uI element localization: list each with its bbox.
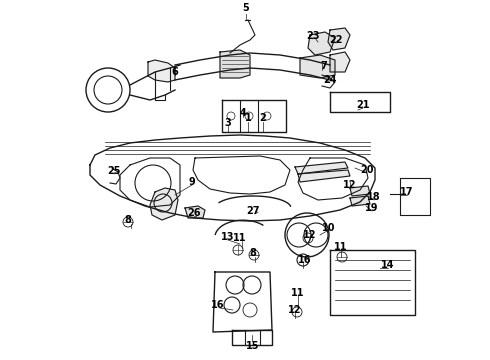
Polygon shape [298,170,350,182]
Text: 22: 22 [329,35,343,45]
Polygon shape [148,60,175,82]
Text: 15: 15 [246,341,260,351]
Text: 21: 21 [356,100,370,110]
Text: 8: 8 [124,215,131,225]
Text: 26: 26 [187,208,201,218]
Text: 13: 13 [221,232,235,242]
Text: 25: 25 [107,166,121,176]
Text: 12: 12 [303,230,317,240]
Text: 20: 20 [360,165,374,175]
Text: 11: 11 [291,288,305,298]
Text: 14: 14 [381,260,395,270]
Text: 16: 16 [298,255,312,265]
Text: 8: 8 [249,248,256,258]
Text: 3: 3 [224,118,231,128]
Text: 7: 7 [320,61,327,71]
Polygon shape [350,186,370,196]
Text: 24: 24 [323,75,337,85]
Text: 23: 23 [306,31,320,41]
Text: 16: 16 [211,300,225,310]
Text: 9: 9 [189,177,196,187]
Text: 2: 2 [260,113,267,123]
Text: 27: 27 [246,206,260,216]
Text: 11: 11 [233,233,247,243]
Text: 12: 12 [288,305,302,315]
Polygon shape [185,206,205,218]
Text: 11: 11 [334,242,348,252]
Text: 6: 6 [172,67,178,77]
Polygon shape [150,188,178,220]
Text: 17: 17 [400,187,414,197]
Text: 5: 5 [243,3,249,13]
Text: 19: 19 [365,203,379,213]
Text: 1: 1 [245,113,251,123]
Polygon shape [295,162,348,174]
Text: 18: 18 [367,192,381,202]
Polygon shape [220,50,250,78]
Polygon shape [350,196,370,206]
Polygon shape [330,52,350,72]
Polygon shape [300,55,335,78]
Text: 12: 12 [343,180,357,190]
Text: 4: 4 [240,108,246,118]
Polygon shape [308,32,335,55]
Polygon shape [328,28,350,50]
Text: 10: 10 [322,223,336,233]
